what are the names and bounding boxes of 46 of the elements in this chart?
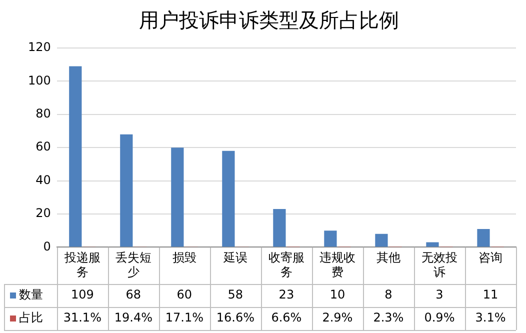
data-label: 3.1% <box>475 310 506 325</box>
bar <box>222 150 235 247</box>
data-label: 6.6% <box>271 310 302 325</box>
x-tick-label: 损毁 <box>172 250 196 265</box>
legend-label: 数量 <box>19 288 43 302</box>
data-label: 16.6% <box>216 310 255 325</box>
bar <box>324 230 337 247</box>
y-tick-label: 40 <box>36 172 51 187</box>
x-tick-label: 咨询 <box>478 250 502 265</box>
y-tick-label: 120 <box>28 40 51 54</box>
bar <box>273 209 286 247</box>
bar <box>171 148 184 247</box>
bar <box>426 242 439 247</box>
bar <box>69 66 82 247</box>
data-label: 0.9% <box>424 310 455 325</box>
data-label: 68 <box>126 288 142 302</box>
data-label: 11 <box>482 288 498 302</box>
x-tick-label: 投递服务 <box>63 250 100 279</box>
x-tick-label: 无效投诉 <box>421 250 458 279</box>
data-label: 31.1% <box>63 310 102 325</box>
y-tick-label: 100 <box>28 73 51 88</box>
data-label: 3 <box>436 288 444 302</box>
x-tick-label: 延误 <box>222 250 248 265</box>
data-label: 2.3% <box>373 310 404 325</box>
y-tick-label: 0 <box>43 239 51 254</box>
data-label: 10 <box>330 288 346 302</box>
chart-title: 用户投诉申诉类型及所占比例 <box>139 8 399 32</box>
y-tick-label: 80 <box>36 106 51 121</box>
legend-label: 占比 <box>19 310 43 325</box>
bar <box>375 234 388 247</box>
x-tick-label: 违规收费 <box>319 250 356 279</box>
data-label: 8 <box>384 288 392 302</box>
x-tick-label: 丢失短少 <box>115 250 152 279</box>
bar <box>120 134 133 247</box>
data-label: 109 <box>70 288 94 302</box>
x-tick-label: 其他 <box>376 250 400 265</box>
y-tick-label: 60 <box>36 140 51 154</box>
data-label: 23 <box>278 288 294 302</box>
data-label: 58 <box>228 288 244 302</box>
data-label: 17.1% <box>165 310 204 325</box>
bar <box>477 228 490 247</box>
data-label: 60 <box>176 288 192 302</box>
x-tick-label: 收寄服务 <box>268 250 304 279</box>
data-label: 2.9% <box>322 310 353 325</box>
y-tick-label: 20 <box>36 206 51 220</box>
data-label: 19.4% <box>114 310 152 325</box>
